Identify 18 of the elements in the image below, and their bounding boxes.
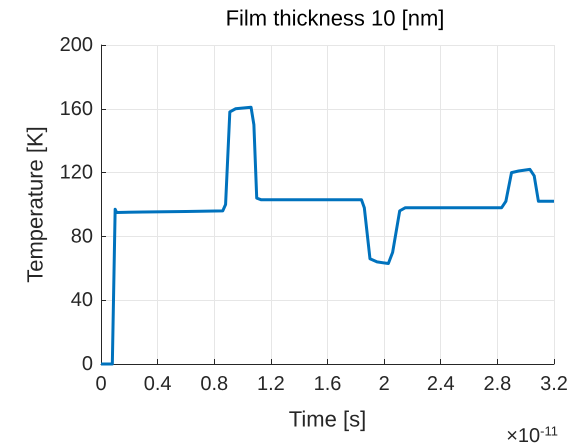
- x-tick-label: 2: [378, 373, 390, 395]
- x-tick-label: 2.4: [426, 373, 455, 395]
- y-tick-label: 160: [60, 98, 93, 120]
- x-tick-label: 0: [95, 373, 107, 395]
- x-tick-label: 1.2: [256, 373, 285, 395]
- y-tick-label: 0: [82, 353, 93, 375]
- x-tick-label: 1.6: [314, 373, 342, 395]
- y-tick-label: 120: [60, 162, 93, 184]
- y-tick-label: 200: [60, 34, 93, 56]
- x-tick-label: 0.8: [200, 373, 228, 395]
- y-tick-label: 40: [70, 289, 93, 312]
- x-axis-title: Time [s]: [288, 406, 366, 432]
- chart-title: Film thickness 10 [nm]: [226, 6, 444, 30]
- y-tick-label: 80: [70, 225, 93, 248]
- x-tick-label: 3.2: [540, 373, 568, 395]
- y-axis-title: Temperature [K]: [22, 126, 48, 283]
- x-tick-label: 2.8: [483, 373, 512, 395]
- x-tick-label: 0.4: [144, 373, 172, 395]
